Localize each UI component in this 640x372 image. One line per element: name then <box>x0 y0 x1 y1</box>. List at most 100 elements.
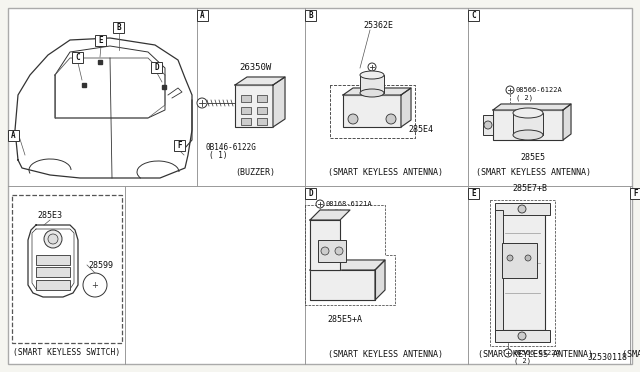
Circle shape <box>484 121 492 129</box>
Circle shape <box>197 98 207 108</box>
Ellipse shape <box>360 71 384 79</box>
Bar <box>495 210 503 330</box>
Circle shape <box>368 63 376 71</box>
Bar <box>113 22 124 33</box>
Text: E: E <box>98 36 103 45</box>
Text: (SMART KEYLESS ANTENNA): (SMART KEYLESS ANTENNA) <box>328 167 442 176</box>
Bar <box>343 95 401 127</box>
Text: (BUZZER): (BUZZER) <box>235 167 275 176</box>
Circle shape <box>504 349 512 357</box>
Text: D: D <box>308 189 313 198</box>
Bar <box>241 107 251 114</box>
Circle shape <box>525 255 531 261</box>
Bar <box>174 140 185 151</box>
Polygon shape <box>563 104 571 140</box>
Bar <box>151 62 162 73</box>
Ellipse shape <box>513 130 543 140</box>
Text: +: + <box>92 280 99 289</box>
Text: 285E7+B: 285E7+B <box>513 184 547 193</box>
Polygon shape <box>375 260 385 300</box>
Text: 25362E: 25362E <box>363 20 393 29</box>
Text: E: E <box>471 189 476 198</box>
Text: (SMART KEYLESS SWITCH): (SMART KEYLESS SWITCH) <box>13 347 120 356</box>
Bar <box>95 35 106 46</box>
Circle shape <box>321 247 329 255</box>
Text: C: C <box>471 11 476 20</box>
Circle shape <box>335 247 343 255</box>
Text: 28599: 28599 <box>88 260 113 269</box>
Text: 285E5: 285E5 <box>520 154 545 163</box>
Bar <box>318 240 346 262</box>
Text: 08566-6122A: 08566-6122A <box>514 350 561 356</box>
Text: ( 2): ( 2) <box>326 209 343 215</box>
Bar <box>235 85 273 127</box>
Text: 285E4: 285E4 <box>408 125 433 135</box>
Text: (SMART KEYLESS ANTENNA): (SMART KEYLESS ANTENNA) <box>328 350 442 359</box>
Bar <box>305 188 316 199</box>
Text: J2530118: J2530118 <box>588 353 628 362</box>
Circle shape <box>518 205 526 213</box>
Circle shape <box>507 255 513 261</box>
Bar <box>513 113 543 135</box>
Text: C: C <box>75 53 80 62</box>
Polygon shape <box>310 210 350 220</box>
Bar <box>500 210 545 330</box>
Text: B: B <box>308 11 313 20</box>
Bar <box>257 95 267 102</box>
Polygon shape <box>310 220 340 270</box>
Bar <box>12 195 122 343</box>
Text: A: A <box>200 11 205 20</box>
Bar <box>72 52 83 63</box>
Text: ( 2): ( 2) <box>514 358 531 364</box>
Bar <box>493 110 563 140</box>
Bar <box>36 280 70 290</box>
Text: A: A <box>11 131 16 140</box>
Bar <box>36 267 70 277</box>
Text: (SMART KEYLESS ANTENNA): (SMART KEYLESS ANTENNA) <box>477 350 593 359</box>
Bar <box>468 188 479 199</box>
Bar <box>495 330 550 342</box>
Text: B: B <box>116 23 121 32</box>
Polygon shape <box>401 88 411 127</box>
Text: 0B146-6122G: 0B146-6122G <box>205 143 256 152</box>
Bar <box>502 243 537 278</box>
Text: ( 2): ( 2) <box>516 95 533 101</box>
Circle shape <box>48 234 58 244</box>
Bar <box>630 188 640 199</box>
Bar <box>495 203 550 215</box>
Circle shape <box>506 86 514 94</box>
Polygon shape <box>493 104 571 110</box>
Text: (SMART KEYLESS ANTENNA): (SMART KEYLESS ANTENNA) <box>476 167 591 176</box>
Circle shape <box>316 200 324 208</box>
Text: ( 1): ( 1) <box>209 151 227 160</box>
Bar <box>305 10 316 21</box>
Bar <box>241 118 251 125</box>
Bar <box>468 10 479 21</box>
Circle shape <box>83 273 107 297</box>
Ellipse shape <box>360 89 384 97</box>
Circle shape <box>386 114 396 124</box>
Text: (SMART KEYLESS ANTENNA): (SMART KEYLESS ANTENNA) <box>623 350 640 359</box>
Text: F: F <box>177 141 182 150</box>
Text: 08566-6122A: 08566-6122A <box>516 87 563 93</box>
Text: 285E5+A: 285E5+A <box>328 315 362 324</box>
Bar <box>257 118 267 125</box>
Polygon shape <box>310 260 385 270</box>
Circle shape <box>44 230 62 248</box>
Text: 26350W: 26350W <box>239 63 271 72</box>
Bar <box>36 255 70 265</box>
Bar <box>241 95 251 102</box>
Bar <box>483 115 493 135</box>
Polygon shape <box>310 270 375 300</box>
Bar <box>8 130 19 141</box>
Polygon shape <box>273 77 285 127</box>
Text: F: F <box>633 189 638 198</box>
Text: 08168-6121A: 08168-6121A <box>326 201 372 207</box>
Bar <box>360 75 384 93</box>
Ellipse shape <box>513 108 543 118</box>
Polygon shape <box>343 88 411 95</box>
Text: 285E3: 285E3 <box>38 211 63 220</box>
Bar <box>197 10 208 21</box>
Text: D: D <box>154 63 159 72</box>
Circle shape <box>348 114 358 124</box>
